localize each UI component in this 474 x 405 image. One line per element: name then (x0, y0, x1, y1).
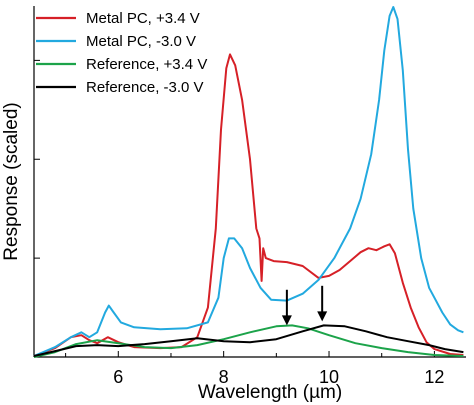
series-line-4 (33, 324, 464, 357)
annotation-arrow-head (281, 315, 292, 326)
x-tick-label: 6 (113, 367, 123, 387)
legend-label-4: Reference, -3.0 V (86, 79, 204, 96)
y-axis-title: Response (scaled) (1, 102, 22, 260)
plot-area: 6 8 10 12 (33, 6, 466, 387)
legend-label-2: Metal PC, -3.0 V (86, 33, 196, 50)
series-line-2 (33, 6, 464, 357)
legend-label-1: Metal PC, +3.4 V (86, 10, 200, 27)
x-tick-label: 8 (219, 367, 229, 387)
series-line-1 (33, 53, 464, 357)
legend: Metal PC, +3.4 V Metal PC, -3.0 V Referenc… (36, 10, 207, 96)
legend-label-3: Reference, +3.4 V (86, 56, 207, 73)
series-line-3 (33, 324, 464, 358)
x-tick-label: 10 (319, 367, 339, 387)
annotation-arrow-head (317, 311, 328, 322)
x-tick-label: 12 (424, 367, 444, 387)
x-axis-title: Wavelength (µm) (198, 382, 342, 403)
